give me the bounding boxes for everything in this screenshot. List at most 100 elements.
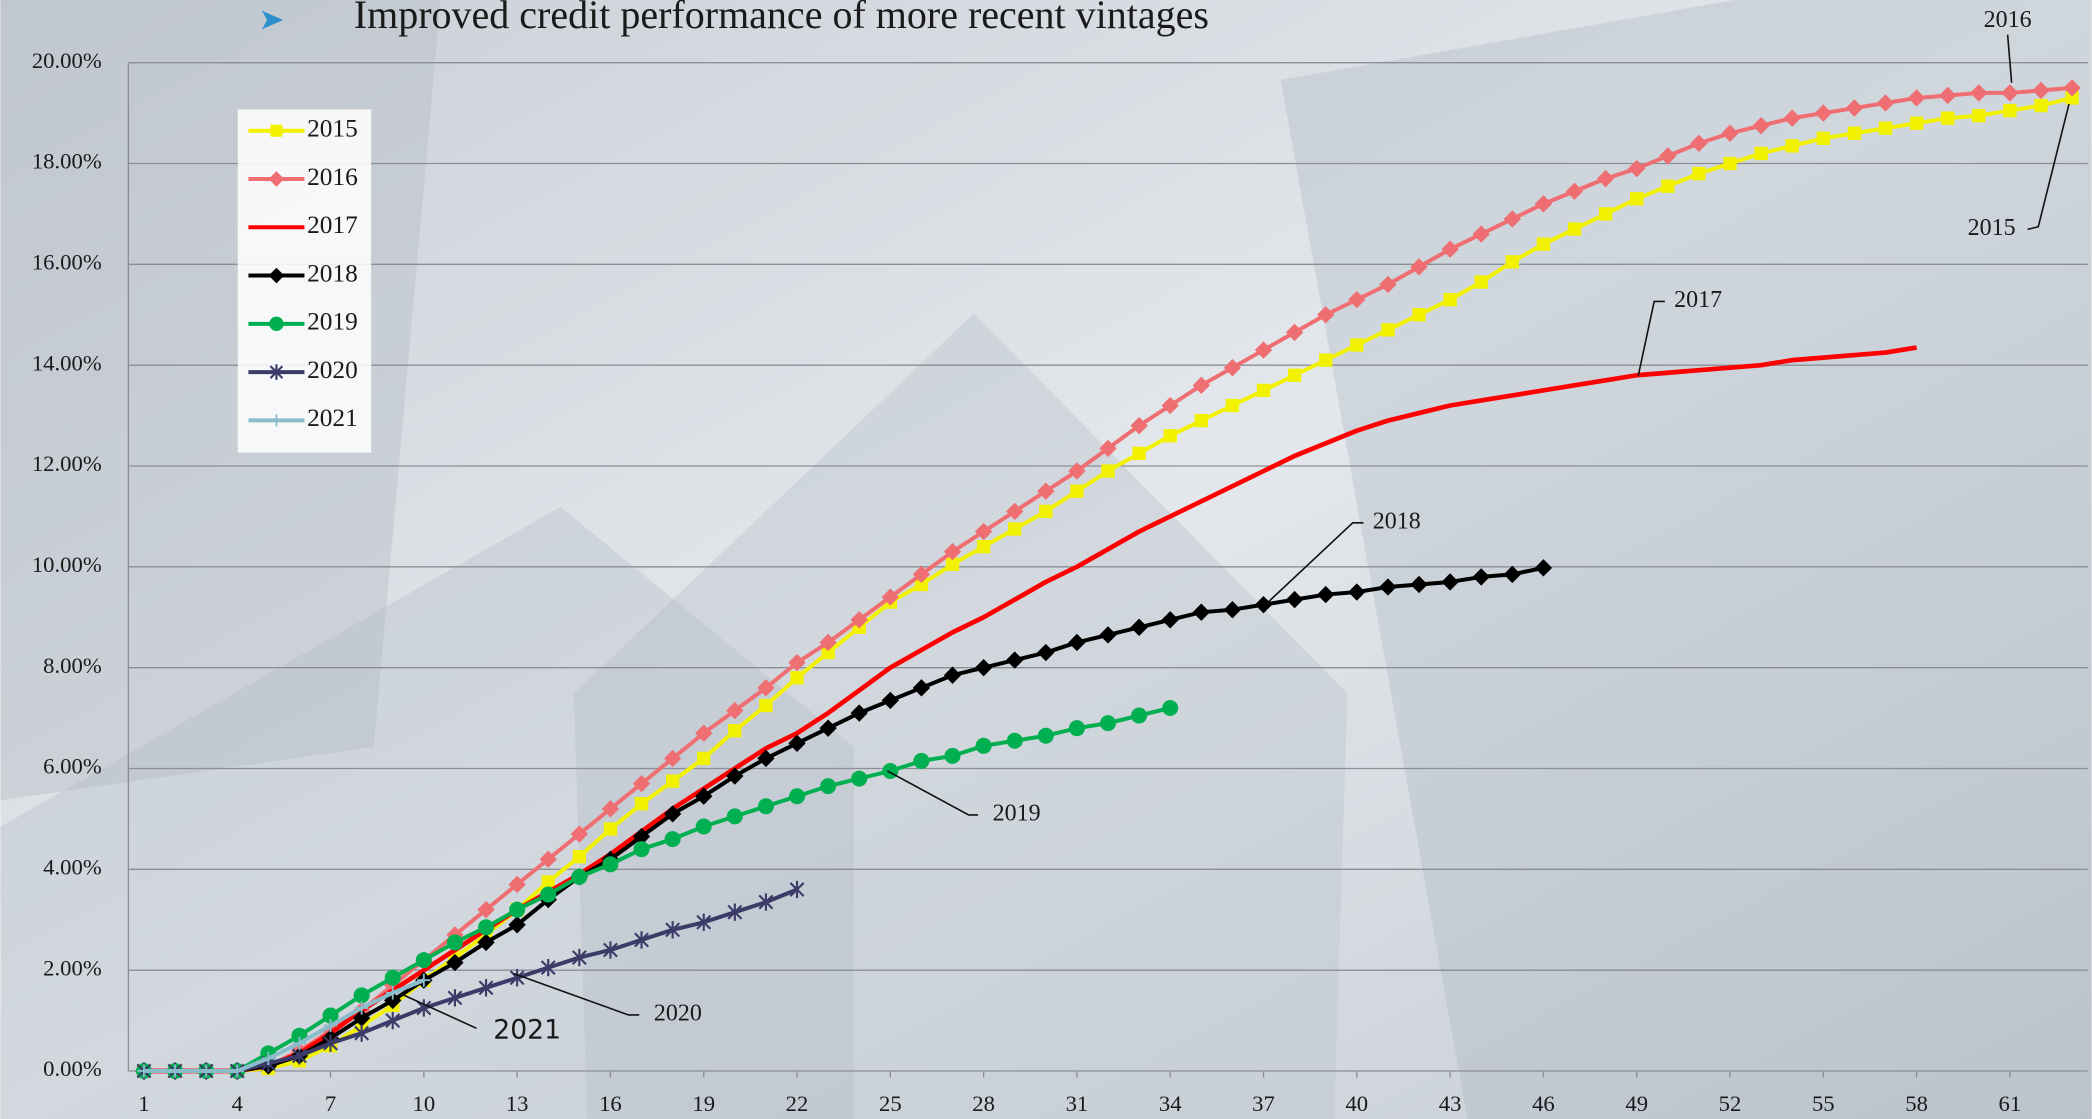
legend-label: 2019 (307, 308, 358, 336)
marker (1350, 338, 1363, 351)
marker (385, 970, 401, 986)
marker (509, 902, 525, 918)
marker (1475, 275, 1488, 288)
annotation: 2016 (1984, 7, 2032, 33)
marker (1754, 147, 1767, 160)
legend-label: 2018 (307, 259, 358, 287)
marker (727, 808, 743, 824)
x-tick-label: 1 (138, 1091, 149, 1116)
marker (913, 753, 929, 769)
x-tick-label: 19 (692, 1091, 715, 1116)
annotation: 2020 (654, 1000, 702, 1026)
marker (1070, 485, 1083, 498)
marker (1972, 109, 1985, 122)
marker (759, 699, 772, 712)
marker (634, 841, 650, 857)
marker (478, 919, 494, 935)
marker (571, 869, 587, 885)
annotation: 2015 (1968, 215, 2016, 241)
marker (1568, 222, 1581, 235)
y-tick-label: 8.00% (43, 653, 102, 678)
x-tick-label: 52 (1719, 1091, 1742, 1116)
y-tick-label: 0.00% (43, 1056, 102, 1081)
marker (1069, 720, 1085, 736)
marker (1879, 122, 1892, 135)
y-tick-label: 2.00% (43, 955, 102, 980)
marker (1786, 139, 1799, 152)
marker (602, 856, 618, 872)
marker (945, 748, 961, 764)
marker (1661, 180, 1674, 193)
marker (1288, 369, 1301, 382)
marker (416, 952, 432, 968)
y-tick-label: 14.00% (32, 350, 102, 375)
marker (635, 797, 648, 810)
x-tick-label: 61 (1999, 1091, 2022, 1116)
marker (270, 125, 282, 137)
y-tick-label: 6.00% (43, 754, 102, 779)
marker (2034, 99, 2047, 112)
y-tick-label: 4.00% (43, 855, 102, 880)
marker (1910, 117, 1923, 130)
x-tick-label: 34 (1159, 1091, 1182, 1116)
marker (758, 798, 774, 814)
x-tick-label: 10 (413, 1091, 436, 1116)
marker (977, 540, 990, 553)
legend-label: 2017 (307, 211, 358, 239)
marker (1692, 167, 1705, 180)
x-tick-label: 55 (1812, 1091, 1835, 1116)
marker (728, 724, 741, 737)
marker (1817, 132, 1830, 145)
marker (820, 778, 836, 794)
x-tick-label: 46 (1532, 1091, 1555, 1116)
annotation: 2021 (493, 1014, 561, 1045)
marker (976, 738, 992, 754)
x-tick-label: 43 (1439, 1091, 1462, 1116)
marker (1257, 384, 1270, 397)
marker (882, 763, 898, 779)
marker (696, 818, 712, 834)
marker (1381, 323, 1394, 336)
x-tick-label: 40 (1345, 1091, 1368, 1116)
annotation: 2019 (993, 800, 1041, 826)
x-tick-label: 25 (879, 1091, 902, 1116)
marker (1131, 708, 1147, 724)
marker (1443, 293, 1456, 306)
marker (1039, 505, 1052, 518)
x-tick-label: 4 (232, 1091, 243, 1116)
marker (269, 317, 283, 331)
annotation: 2018 (1373, 508, 1421, 534)
y-tick-label: 10.00% (32, 552, 102, 577)
marker (697, 752, 710, 765)
marker (573, 850, 586, 863)
marker (851, 771, 867, 787)
chart: Improved credit performance of more rece… (0, 0, 2092, 1119)
marker (1101, 464, 1114, 477)
marker (540, 887, 556, 903)
x-tick-label: 28 (972, 1091, 995, 1116)
marker (1162, 700, 1178, 716)
marker (1848, 127, 1861, 140)
y-tick-label: 12.00% (32, 451, 102, 476)
marker (1941, 111, 1954, 124)
x-tick-label: 31 (1066, 1091, 1089, 1116)
marker (2003, 104, 2016, 117)
marker (1038, 728, 1054, 744)
legend-label: 2020 (307, 356, 358, 384)
x-tick-label: 16 (599, 1091, 622, 1116)
page: {"chart_data": { "type": "line", "title"… (0, 0, 2092, 1119)
y-tick-label: 20.00% (32, 48, 102, 73)
x-tick-label: 13 (506, 1091, 529, 1116)
x-tick-label: 49 (1625, 1091, 1648, 1116)
marker (790, 671, 803, 684)
marker (1599, 207, 1612, 220)
legend-label: 2016 (307, 163, 358, 191)
marker (1164, 429, 1177, 442)
marker (1007, 733, 1023, 749)
annotation: 2017 (1674, 287, 1722, 313)
marker (604, 822, 617, 835)
legend-label: 2021 (307, 404, 358, 432)
chart-title: Improved credit performance of more rece… (354, 0, 1209, 37)
marker (447, 934, 463, 950)
marker (1226, 399, 1239, 412)
